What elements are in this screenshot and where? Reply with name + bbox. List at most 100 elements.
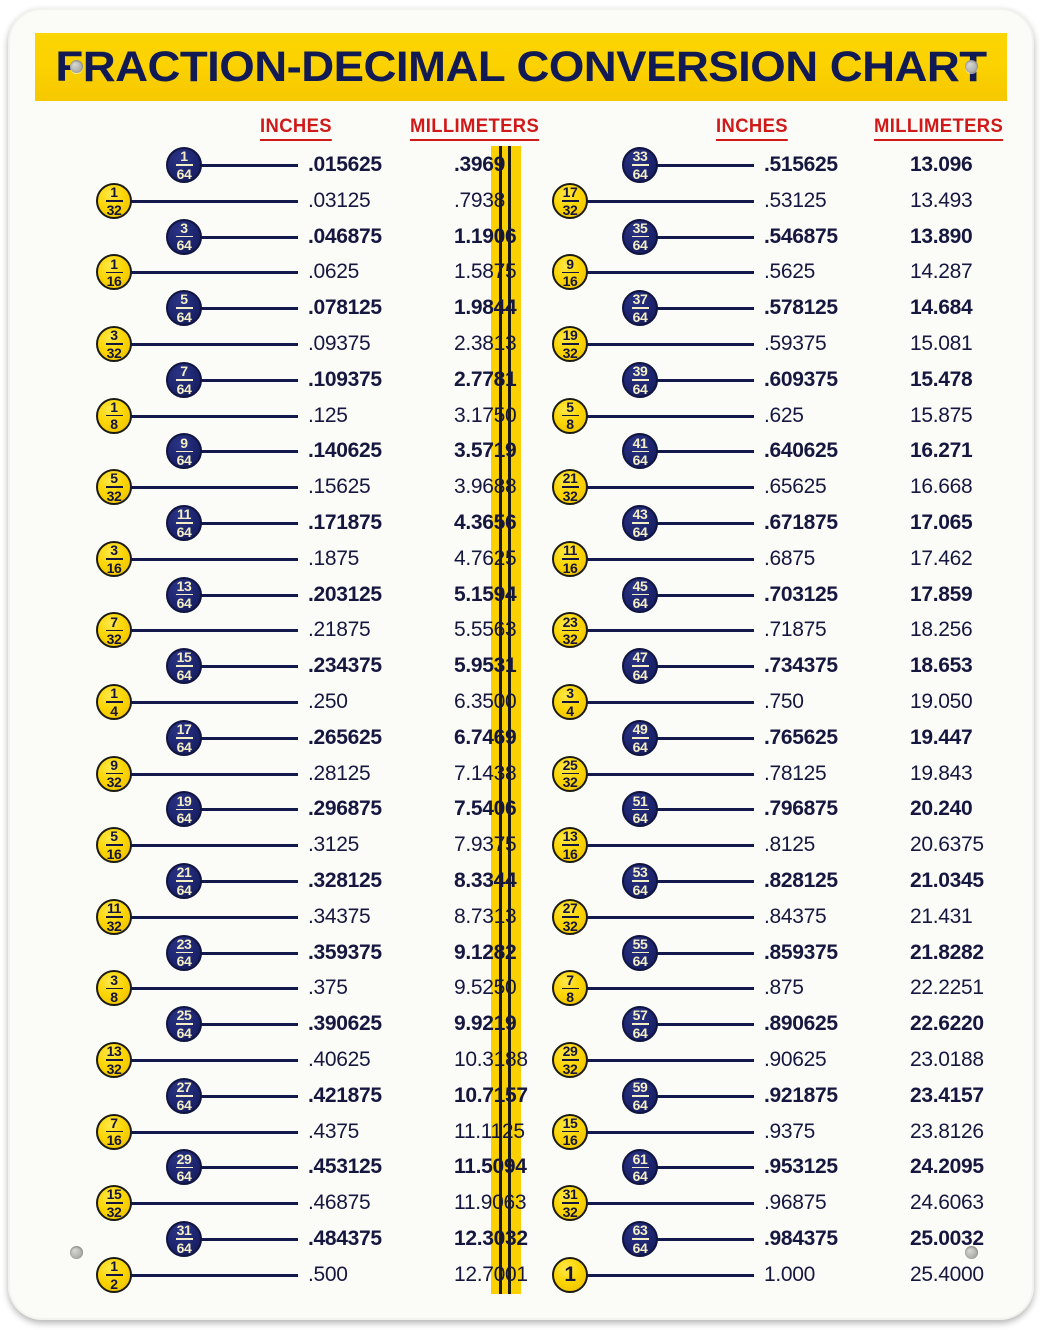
fraction-numerator: 29 (562, 1043, 578, 1060)
inches-value: .40625 (308, 1048, 371, 1071)
leader-line (654, 736, 754, 740)
fraction-bar (631, 1023, 649, 1025)
fraction-bubble: 19 32 (552, 326, 588, 362)
millimeters-value: 9.1282 (454, 940, 517, 964)
fraction-numerator: 45 (632, 577, 648, 594)
leader-line (130, 772, 298, 776)
leader-line (654, 307, 754, 311)
leader-line (586, 915, 754, 919)
millimeters-value: 14.287 (910, 260, 973, 284)
inches-value: .28125 (308, 761, 371, 785)
leader-line (130, 271, 298, 275)
inches-value: .9375 (764, 1119, 816, 1143)
inches-value: .53125 (764, 188, 827, 212)
table-row: 9 16 .5625 14.287 (524, 254, 994, 291)
fraction-denominator: 64 (176, 380, 192, 397)
leader-line (586, 486, 754, 490)
millimeters-value: 1.1906 (454, 224, 517, 248)
fraction-bar (175, 1023, 193, 1025)
leader-line (586, 557, 754, 561)
fraction-denominator: 64 (176, 1168, 192, 1185)
inches-value: .421875 (308, 1083, 382, 1107)
fraction-numerator: 21 (562, 470, 578, 487)
table-row: 5 64 .078125 1.9844 (68, 290, 538, 327)
fraction-numerator: 1 (110, 685, 118, 702)
fraction-denominator: 64 (176, 595, 192, 612)
fraction-numerator: 17 (562, 184, 578, 201)
fraction-bar (105, 558, 123, 560)
fraction-numerator: 15 (106, 1186, 122, 1203)
fraction-bubble: 11 16 (552, 540, 588, 577)
fraction-bar (561, 844, 579, 846)
fraction-bar (175, 1166, 193, 1169)
millimeters-value: 18.653 (910, 654, 973, 678)
leader-line (586, 1273, 754, 1277)
inches-value: .140625 (308, 439, 382, 463)
millimeters-value: 2.3813 (454, 332, 517, 355)
table-row: 19 32 .59375 15.081 (524, 326, 994, 362)
fraction-bar (175, 1238, 193, 1240)
fraction-denominator: 64 (632, 452, 648, 469)
inches-value: .46875 (308, 1191, 371, 1215)
table-row: 45 64 .703125 17.859 (524, 576, 994, 613)
fraction-denominator: 64 (176, 1239, 192, 1256)
table-row: 5 32 .15625 3.9688 (68, 469, 538, 506)
leader-line (654, 808, 754, 812)
millimeters-value: 5.5563 (454, 618, 517, 642)
fraction-bar (631, 1166, 649, 1169)
fraction-bubble: 15 64 (166, 648, 202, 685)
fraction-bar (561, 916, 579, 918)
inches-value: .921875 (764, 1083, 838, 1107)
table-row: 1 2 .500 12.7001 (68, 1256, 538, 1293)
table-row: 59 64 .921875 23.4157 (524, 1077, 994, 1114)
millimeters-value: 12.3032 (454, 1227, 528, 1250)
millimeters-value: 15.478 (910, 367, 973, 391)
table-row: 25 64 .390625 9.9219 (68, 1006, 538, 1043)
leader-line (130, 486, 298, 490)
leader-line (198, 522, 298, 525)
fraction-bar (175, 808, 193, 811)
fraction-denominator: 32 (562, 344, 578, 361)
inches-value: .34375 (308, 904, 371, 928)
table-row: 3 32 .09375 2.3813 (68, 326, 538, 362)
fraction-bar (175, 1095, 193, 1097)
millimeters-value: 13.890 (910, 224, 973, 248)
fraction-whole: 1 (564, 1263, 576, 1287)
fraction-denominator: 32 (106, 201, 122, 218)
leader-line (130, 343, 298, 346)
column-header-right-millimeters: MILLIMETERS (874, 116, 1004, 141)
millimeters-value: 8.3344 (454, 869, 517, 892)
fraction-numerator: 59 (632, 1079, 648, 1096)
fraction-denominator: 64 (632, 1239, 648, 1256)
fraction-bar (631, 307, 649, 309)
page-title: FRACTION-DECIMAL CONVERSION CHART (55, 43, 987, 91)
fraction-denominator: 16 (562, 273, 578, 290)
conversion-table-right: 33 64.515625 13.096 17 32.53125 13.493 35 64.54… (524, 8, 994, 1320)
table-row: 1 4 .250 6.3500 (68, 684, 538, 720)
inches-value: .453125 (308, 1155, 382, 1179)
fraction-denominator: 32 (106, 774, 122, 791)
leader-line (198, 164, 298, 167)
fraction-bar (105, 1274, 123, 1276)
inches-value: .984375 (764, 1227, 838, 1250)
fraction-bar (175, 379, 193, 381)
leader-line (130, 844, 298, 848)
fraction-bubble: 21 64 (166, 863, 202, 899)
millimeters-value: 14.684 (910, 296, 973, 320)
fraction-bar (561, 701, 579, 703)
millimeters-value: 23.4157 (910, 1083, 984, 1107)
inches-value: .390625 (308, 1012, 382, 1036)
millimeters-value: 1.5875 (454, 260, 517, 284)
inches-value: .546875 (764, 224, 838, 248)
fraction-numerator: 13 (106, 1043, 122, 1060)
fraction-denominator: 64 (176, 523, 192, 540)
inches-value: .96875 (764, 1191, 827, 1215)
table-row: 9 64 .140625 3.5719 (68, 433, 538, 470)
table-row: 1 8 .125 3.1750 (68, 397, 538, 434)
fraction-bubble: 25 64 (166, 1006, 202, 1043)
fraction-denominator: 32 (562, 1060, 578, 1077)
millimeters-value: 20.6375 (910, 833, 984, 857)
table-row: 7 64 .109375 2.7781 (68, 361, 538, 398)
fraction-bubble: 29 64 (166, 1149, 202, 1186)
